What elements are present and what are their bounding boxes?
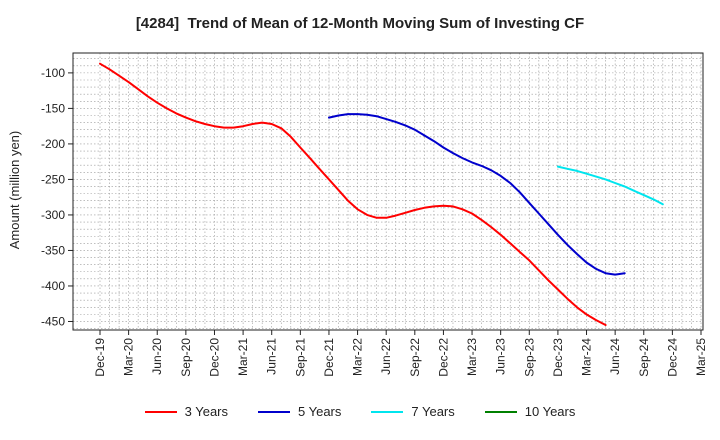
- x-tick-label: Dec-22: [436, 338, 450, 377]
- legend: 3 Years 5 Years 7 Years 10 Years: [0, 404, 720, 419]
- x-tick-label: Sep-20: [179, 338, 193, 377]
- x-tick-label: Dec-21: [322, 338, 336, 377]
- legend-label: 3 Years: [184, 404, 228, 419]
- y-tick-label: -300: [41, 208, 65, 222]
- x-tick-label: Dec-20: [207, 338, 221, 377]
- legend-item: 7 Years: [371, 404, 455, 419]
- x-tick-label: Sep-23: [522, 338, 536, 377]
- plot-area: [73, 53, 703, 330]
- x-tick-label: Dec-23: [551, 338, 565, 377]
- y-tick-label: -450: [41, 314, 65, 328]
- legend-label: 10 Years: [524, 404, 576, 419]
- series-line-3-years: [99, 62, 607, 326]
- x-tick-label: Mar-25: [694, 338, 708, 376]
- plot-frame: [72, 52, 704, 331]
- x-tick-label: Jun-22: [379, 338, 393, 375]
- series-line-7-years: [556, 165, 664, 206]
- legend-label: 7 Years: [411, 404, 455, 419]
- legend-item: 3 Years: [144, 404, 228, 419]
- legend-item: 5 Years: [258, 404, 341, 419]
- x-tick-label: Jun-23: [494, 338, 508, 375]
- x-tick-label: Jun-20: [150, 338, 164, 375]
- legend-swatch: [144, 410, 177, 413]
- legend-label: 5 Years: [298, 404, 342, 419]
- y-axis-title: Amount (million yen): [7, 131, 22, 250]
- legend-swatch: [371, 410, 404, 413]
- x-tick-label: Mar-22: [351, 338, 365, 376]
- x-tick-label: Mar-23: [465, 338, 479, 376]
- legend-swatch: [258, 410, 290, 413]
- series-line-5-years: [328, 113, 626, 276]
- x-tick-label: Jun-21: [265, 338, 279, 375]
- y-tick-label: -200: [41, 137, 65, 151]
- legend-item: 10 Years: [484, 404, 576, 419]
- x-tick-label: Dec-19: [93, 338, 107, 377]
- x-tick-label: Sep-21: [293, 338, 307, 377]
- x-tick-label: Mar-21: [236, 338, 250, 376]
- x-tick-label: Dec-24: [665, 338, 679, 377]
- x-tick-label: Sep-22: [408, 338, 422, 377]
- x-tick-label: Sep-24: [637, 338, 651, 377]
- x-tick-label: Jun-24: [608, 338, 622, 375]
- y-tick-label: -100: [41, 66, 65, 80]
- x-tick-label: Mar-20: [122, 338, 136, 376]
- y-tick-label: -350: [41, 243, 65, 257]
- y-tick-label: -400: [41, 279, 65, 293]
- x-tick-label: Mar-24: [580, 338, 594, 376]
- y-tick-label: -250: [41, 172, 65, 186]
- legend-swatch: [484, 410, 517, 413]
- chart-title: [4284] Trend of Mean of 12-Month Moving …: [135, 15, 585, 32]
- y-tick-label: -150: [41, 101, 65, 115]
